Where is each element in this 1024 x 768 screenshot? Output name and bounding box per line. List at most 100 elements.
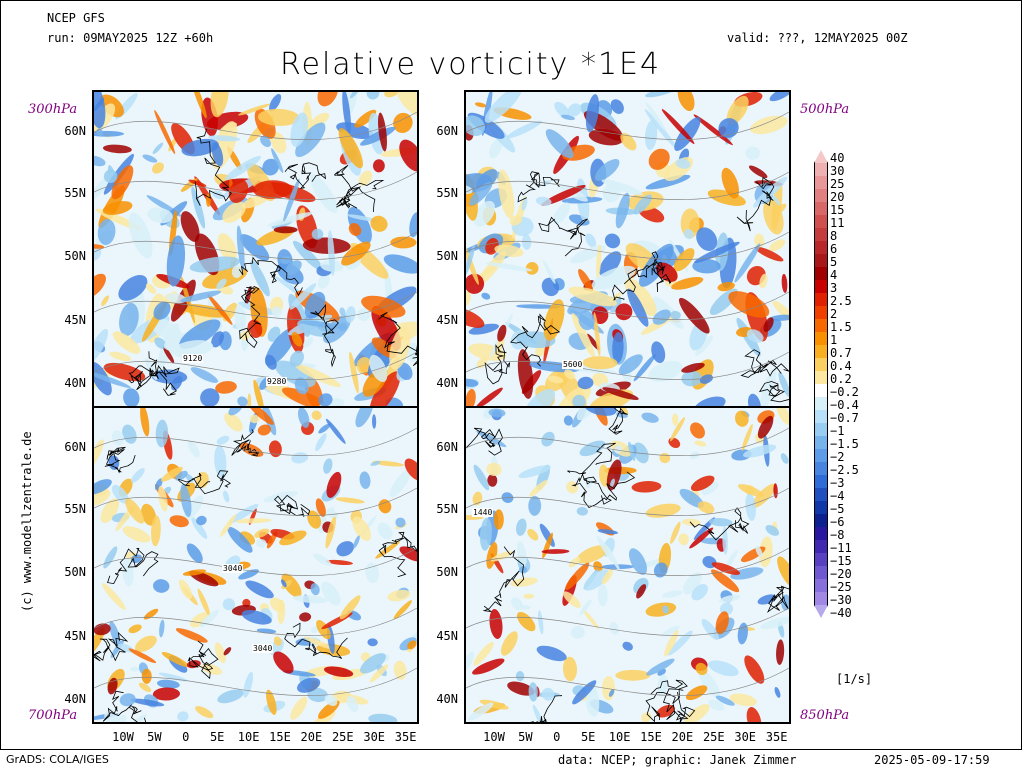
colorbar-label: −3 [830, 476, 845, 490]
lon-label: 35E [394, 730, 417, 744]
map-panel-700hpa: 3040 3040 [92, 406, 419, 724]
colorbar-swatch [814, 540, 828, 553]
colorbar-label: −1 [830, 424, 845, 438]
colorbar-label: −30 [830, 593, 852, 607]
lat-label: 40N [436, 376, 458, 390]
colorbar-swatch [814, 514, 828, 527]
lat-label: 40N [64, 376, 86, 390]
colorbar-label: −8 [830, 528, 845, 542]
colorbar-label: −6 [830, 515, 845, 529]
level-label-850hpa: 850hPa [800, 708, 850, 723]
lat-label: 50N [64, 565, 86, 579]
colorbar-swatch [814, 566, 828, 579]
lon-label: 0 [553, 730, 561, 744]
valid-time: valid: ???, 12MAY2025 00Z [727, 31, 908, 45]
vorticity-field-500hpa [466, 92, 789, 406]
lat-label: 45N [64, 313, 86, 327]
colorbar-swatch [814, 228, 828, 241]
colorbar-label: 0.4 [830, 359, 852, 373]
vorticity-field-700hpa [94, 408, 417, 722]
level-label-300hpa: 300hPa [28, 102, 78, 117]
colorbar-swatch [814, 319, 828, 332]
lon-label: 5W [518, 730, 533, 744]
colorbar-label: −2.5 [830, 463, 859, 477]
lon-label: 25E [702, 730, 725, 744]
lon-label: 20E [671, 730, 694, 744]
page-title: Relative vorticity *1E4 [280, 47, 662, 82]
colorbar-label: −0.4 [830, 398, 859, 412]
colorbar-swatch [814, 527, 828, 540]
lon-label: 15E [269, 730, 291, 744]
colorbar-label: 2 [830, 307, 838, 321]
colorbar-label: 4 [830, 268, 838, 282]
lat-label: 55N [436, 502, 458, 516]
data-credit: data: NCEP; graphic: Janek Zimmer [558, 753, 797, 767]
lon-label: 10W [483, 730, 505, 744]
lat-label: 50N [64, 249, 86, 263]
colorbar-swatch [814, 280, 828, 293]
lat-label: 55N [64, 502, 86, 516]
colorbar-label: −25 [830, 580, 852, 594]
lat-label: 45N [436, 629, 458, 643]
colorbar-label: 3 [830, 281, 838, 295]
colorbar-label: −40 [830, 606, 852, 620]
contour-label: 5600 [562, 360, 584, 369]
lat-label: 40N [64, 692, 86, 706]
lon-label: 20E [300, 730, 323, 744]
level-label-700hpa: 700hPa [28, 708, 78, 723]
colorbar-label: 0.7 [830, 346, 852, 360]
colorbar-label: 40 [830, 151, 845, 165]
colorbar-label: −4 [830, 489, 845, 503]
lon-label: 0 [182, 730, 190, 744]
lat-label: 60N [64, 440, 86, 454]
map-panel-300hpa: 9120 9280 [92, 90, 419, 408]
contour-label: 3040 [252, 644, 274, 653]
colorbar-label: 11 [830, 216, 845, 230]
lat-label: 60N [436, 440, 458, 454]
lat-label: 55N [64, 186, 86, 200]
colorbar-swatch [814, 332, 828, 345]
lat-label: 50N [436, 249, 458, 263]
colorbar-label: −11 [830, 541, 852, 555]
contour-label: 1440 [472, 508, 494, 517]
lon-label: 35E [765, 730, 788, 744]
colorbar-swatch [814, 553, 828, 566]
lon-label: 30E [734, 730, 757, 744]
colorbar-label: −0.2 [830, 385, 859, 399]
lon-label: 30E [363, 730, 386, 744]
colorbar-swatch [814, 488, 828, 501]
colorbar-label: 30 [830, 164, 845, 178]
lat-label: 60N [436, 124, 458, 138]
colorbar-swatch [814, 397, 828, 410]
colorbar-swatch [814, 501, 828, 514]
colorbar-label: −2 [830, 450, 845, 464]
colorbar-swatch [814, 579, 828, 592]
colorbar-swatch [814, 202, 828, 215]
vorticity-field-850hpa [466, 408, 789, 722]
colorbar-label: −5 [830, 502, 845, 516]
colorbar-label: 0.2 [830, 372, 852, 386]
lat-label: 60N [64, 124, 86, 138]
colorbar-swatch [814, 306, 828, 319]
colorbar-label: −1.5 [830, 437, 859, 451]
colorbar-swatch [814, 189, 828, 202]
map-panel-850hpa: 1440 [464, 406, 791, 724]
lon-label: 10E [237, 730, 260, 744]
lon-label: 10W [112, 730, 134, 744]
vorticity-field-300hpa [94, 92, 417, 406]
colorbar-swatch [814, 215, 828, 228]
colorbar-unit: [1/s] [836, 672, 873, 686]
colorbar-swatch [814, 462, 828, 475]
colorbar-label: 20 [830, 190, 845, 204]
colorbar-swatch [814, 436, 828, 449]
timestamp: 2025-05-09-17:59 [874, 753, 990, 767]
colorbar-swatch [814, 475, 828, 488]
model-name: NCEP GFS [47, 11, 105, 25]
colorbar-swatch [814, 293, 828, 306]
lon-label: 5E [209, 730, 225, 744]
colorbar-label: −15 [830, 554, 852, 568]
colorbar-label: 2.5 [830, 294, 852, 308]
colorbar-label: 15 [830, 203, 845, 217]
colorbar-swatch [814, 423, 828, 436]
run-time: run: 09MAY2025 12Z +60h [47, 31, 214, 45]
